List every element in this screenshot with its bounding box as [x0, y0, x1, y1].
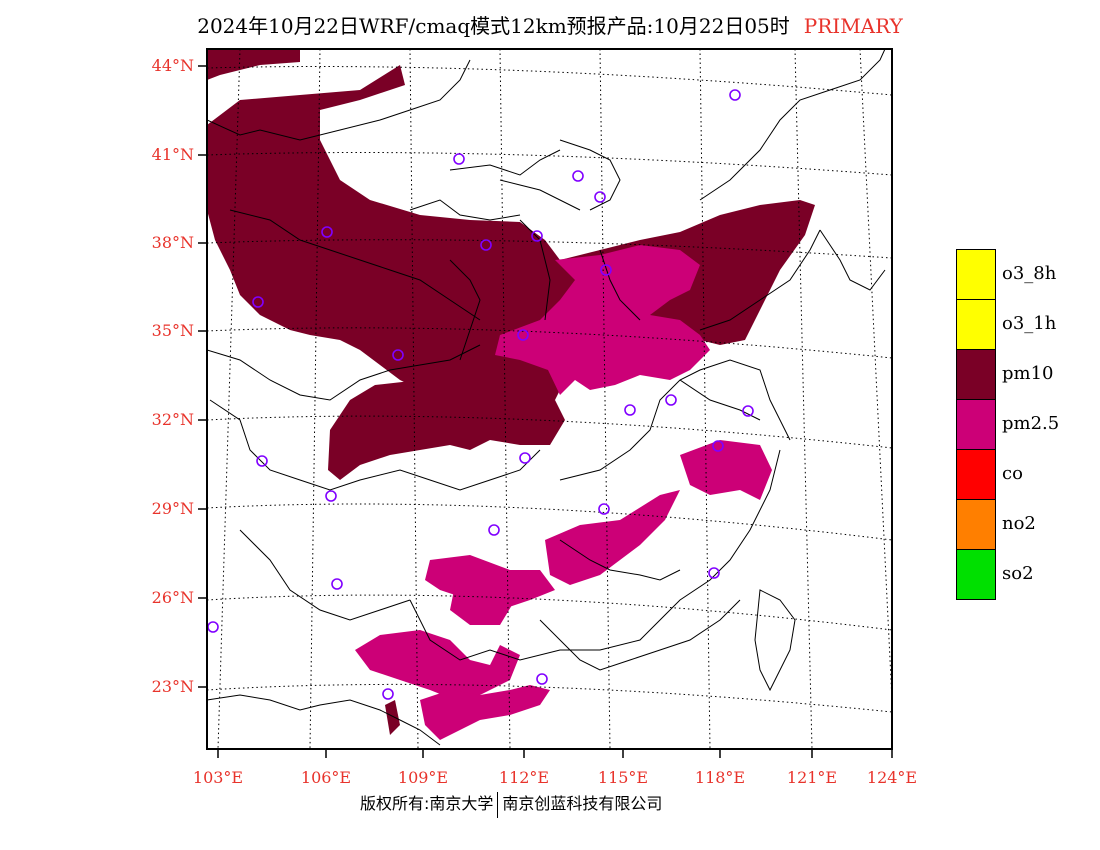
pm10-region-southwest: [385, 700, 400, 735]
station-marker: [519, 452, 531, 464]
pm25-region-east: [680, 440, 772, 500]
pm25-region-coast: [420, 685, 550, 740]
legend-item-no2: no2: [956, 499, 1100, 550]
station-marker: [252, 296, 264, 308]
lat-label: 29°N: [151, 499, 194, 518]
station-marker: [325, 490, 337, 502]
title-main: 2024年10月22日WRF/cmaq模式12km预报产品:10月22日05时: [197, 14, 790, 38]
legend-item-o3-8h: o3_8h: [956, 249, 1100, 300]
lat-label: 44°N: [151, 56, 194, 75]
station-marker: [742, 405, 754, 417]
pm25-region-south1: [545, 490, 680, 585]
legend-swatch: [956, 399, 996, 450]
station-marker: [517, 329, 529, 341]
station-marker: [665, 394, 677, 406]
station-marker: [594, 191, 606, 203]
legend-label: pm10: [1002, 363, 1054, 384]
graticule: [207, 49, 892, 749]
legend-label: co: [1002, 463, 1023, 484]
station-marker: [708, 567, 720, 579]
station-markers: [207, 89, 754, 700]
lat-label: 32°N: [151, 410, 194, 429]
station-marker: [572, 170, 584, 182]
pm10-region-north: [207, 65, 815, 440]
copyright-right: 南京创蓝科技有限公司: [502, 794, 663, 813]
legend-swatch: [956, 299, 996, 350]
pm25-region-south2: [425, 555, 555, 610]
station-marker: [321, 226, 333, 238]
pm25-regions: [355, 245, 772, 740]
station-marker: [453, 153, 465, 165]
station-marker: [531, 230, 543, 242]
station-marker: [712, 440, 724, 452]
map-title: 2024年10月22日WRF/cmaq模式12km预报产品:10月22日05时 P…: [0, 10, 1100, 39]
lon-label: 121°E: [786, 768, 838, 787]
lat-label: 41°N: [151, 145, 194, 164]
station-marker: [392, 349, 404, 361]
legend-item-co: co: [956, 449, 1100, 500]
footer-divider: [497, 791, 499, 818]
legend-label: so2: [1002, 563, 1034, 584]
lat-label: 38°N: [151, 233, 194, 252]
lon-label: 109°E: [397, 768, 449, 787]
station-marker: [729, 89, 741, 101]
legend-label: o3_8h: [1002, 263, 1057, 284]
map-frame: [206, 48, 893, 750]
legend-swatch: [956, 349, 996, 400]
lat-label: 35°N: [151, 321, 194, 340]
station-marker: [600, 264, 612, 276]
legend-swatch: [956, 499, 996, 550]
station-marker: [382, 688, 394, 700]
copyright-left: 版权所有:南京大学: [360, 794, 494, 813]
pm25-region-guangxi: [355, 630, 520, 700]
legend-item-pm10: pm10: [956, 349, 1100, 400]
station-marker: [207, 621, 219, 633]
legend: o3_8h o3_1h pm10 pm2.5 co no2 so2: [956, 249, 1100, 600]
lat-label: 26°N: [151, 588, 194, 607]
lon-label: 112°E: [498, 768, 550, 787]
legend-item-pm25: pm2.5: [956, 399, 1100, 450]
legend-swatch: [956, 549, 996, 600]
copyright-footer: 版权所有:南京大学 南京创蓝科技有限公司: [360, 790, 662, 818]
station-marker: [624, 404, 636, 416]
pm25-region-mid: [450, 585, 515, 625]
lon-label: 118°E: [694, 768, 746, 787]
legend-item-so2: so2: [956, 549, 1100, 600]
title-tag: PRIMARY: [803, 14, 903, 38]
axis-ticks: [198, 65, 893, 758]
legend-swatch: [956, 249, 996, 300]
lon-label: 103°E: [192, 768, 244, 787]
lon-label: 115°E: [597, 768, 649, 787]
legend-item-o3-1h: o3_1h: [956, 299, 1100, 350]
station-marker: [488, 524, 500, 536]
legend-label: no2: [1002, 513, 1036, 534]
legend-label: o3_1h: [1002, 313, 1057, 334]
station-marker: [331, 578, 343, 590]
lon-label: 106°E: [300, 768, 352, 787]
pm10-region-topleft: [207, 49, 300, 80]
lat-label: 23°N: [151, 677, 194, 696]
station-marker: [480, 239, 492, 251]
station-marker: [598, 503, 610, 515]
legend-swatch: [956, 449, 996, 500]
boundaries: [207, 49, 886, 746]
pm25-region-central: [495, 245, 710, 395]
station-marker: [536, 673, 548, 685]
station-marker: [256, 455, 268, 467]
pm10-region-hubei: [328, 380, 565, 480]
pm10-regions: [207, 49, 815, 735]
lon-label: 124°E: [866, 768, 918, 787]
legend-label: pm2.5: [1002, 413, 1060, 434]
